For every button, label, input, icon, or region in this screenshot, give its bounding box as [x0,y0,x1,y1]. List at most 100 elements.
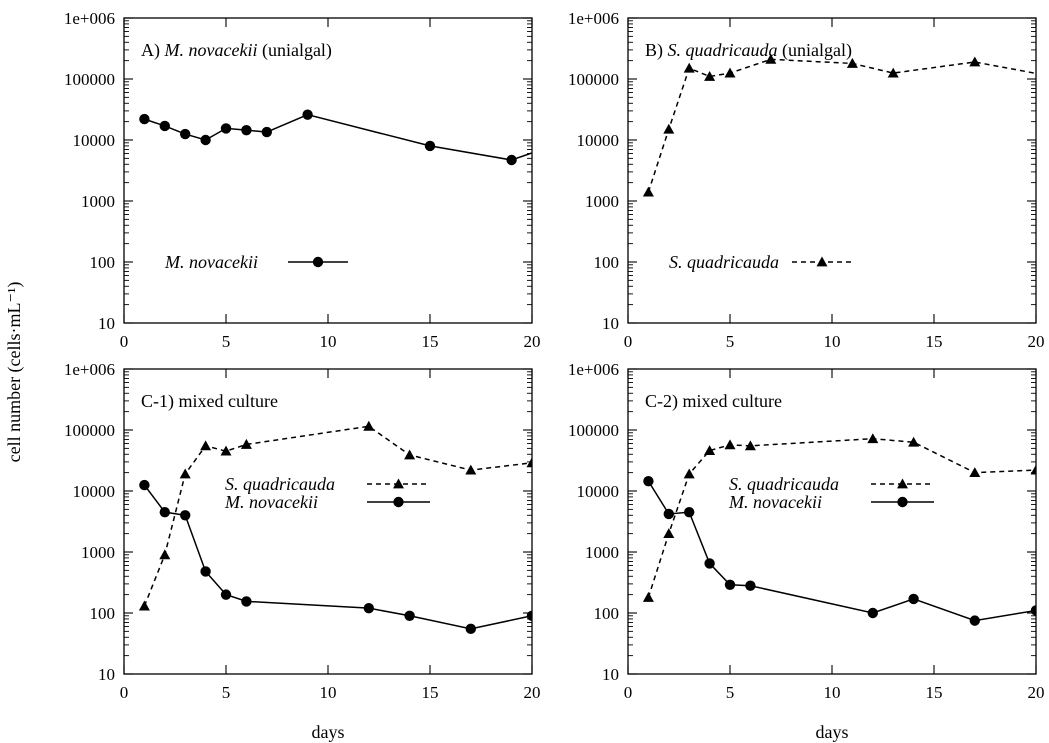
data-point [139,480,149,490]
data-point [180,510,190,520]
y-tick-label: 100 [90,253,116,272]
panel-title: A) M. novacekii (unialgal) [141,40,332,61]
data-point [643,187,654,197]
data-point [302,109,312,119]
y-tick-label: 10000 [577,131,620,150]
y-tick-label: 100000 [64,70,115,89]
x-tick-label: 5 [726,683,735,702]
data-point [159,549,170,559]
panel-title: C-1) mixed culture [141,391,278,412]
data-point [139,601,150,611]
y-tick-label: 100 [594,604,620,623]
x-tick-label: 20 [524,332,541,351]
y-tick-label: 1e+006 [64,9,115,28]
x-tick-label: 10 [320,683,337,702]
data-point [160,121,170,131]
legend-marker [817,257,828,267]
data-point [663,528,674,538]
data-point [664,509,674,519]
panel-3: 101001000100001000001e+0060 5 10 15 20C-1) m… [64,360,541,702]
y-tick-label: 10 [602,314,619,333]
panel-label: B) [645,40,668,61]
data-point [506,155,516,165]
plot-frame [628,369,1036,674]
data-point [745,581,755,591]
y-tick-label: 100 [594,253,620,272]
panel-title-suffix: mixed culture [683,391,782,411]
data-point [180,129,190,139]
data-point [262,127,272,137]
y-tick-label: 10000 [577,482,620,501]
plot-area [643,54,1046,197]
y-axis-title: cell number (cells·mL⁻¹) [4,282,25,463]
data-point [180,468,191,478]
x-tick-label: 15 [926,332,943,351]
y-tick-label: 1e+006 [64,360,115,379]
plot-area [643,433,1042,626]
data-point [200,440,211,450]
plot-area [139,421,538,634]
y-tick-label: 1000 [81,192,115,211]
data-point [241,596,251,606]
x-tick-label: 20 [524,683,541,702]
data-point [404,611,414,621]
x-axis-title-left: days [312,722,345,742]
panel-title-suffix: mixed culture [179,391,278,411]
data-point [364,603,374,613]
data-point [200,566,210,576]
x-tick-label: 5 [726,332,735,351]
x-tick-label: 20 [1028,683,1045,702]
data-point [1031,605,1041,615]
y-tick-label: 1000 [585,543,619,562]
data-point [221,589,231,599]
data-point [868,608,878,618]
panel-title: C-2) mixed culture [645,391,782,412]
x-tick-label: 5 [222,332,231,351]
y-tick-label: 10 [602,665,619,684]
data-point [725,68,736,78]
x-tick-label: 5 [222,683,231,702]
x-tick-label: 15 [422,683,439,702]
panel-label: A) [141,40,165,61]
panel-label: C-1) [141,391,179,412]
data-point [200,135,210,145]
data-point [684,63,695,73]
legend-label: S. quadricauda [225,474,335,494]
x-tick-label: 0 [624,683,633,702]
x-tick-label: 10 [824,683,841,702]
y-tick-label: 100 [90,604,116,623]
data-point [725,439,736,449]
series-line [648,439,1036,598]
x-tick-label: 10 [824,332,841,351]
legend: S. quadricauda [669,252,852,272]
series-line [648,481,1036,620]
y-tick-label: 10 [98,314,115,333]
data-point [1031,465,1042,475]
legend-marker [313,257,323,267]
data-point [684,507,694,517]
x-tick-label: 15 [926,683,943,702]
data-point [465,465,476,475]
legend-marker [897,497,907,507]
data-point [241,125,251,135]
data-point [643,476,653,486]
panel-4: 10 100 1000 10000 100000 1e+006 0 5 10 15 20 C-2) m… [568,360,1045,702]
panel-title: B) S. quadricauda (unialgal) [645,40,852,61]
y-tick-label: 100000 [568,421,619,440]
legend-label: S. quadricauda [729,474,839,494]
panel-title-suffix: (unialgal) [262,40,332,61]
panel-title-suffix: (unialgal) [782,40,852,61]
panel-label: C-2) [645,391,683,412]
x-tick-label: 0 [120,683,129,702]
series-line [144,485,532,629]
x-tick-label: 10 [320,332,337,351]
y-tick-label: 1000 [585,192,619,211]
data-point [704,558,714,568]
data-point [466,624,476,634]
y-tick-label: 1e+006 [568,360,619,379]
data-point [725,580,735,590]
series-line [144,426,532,606]
legend-label: S. quadricauda [669,252,779,272]
